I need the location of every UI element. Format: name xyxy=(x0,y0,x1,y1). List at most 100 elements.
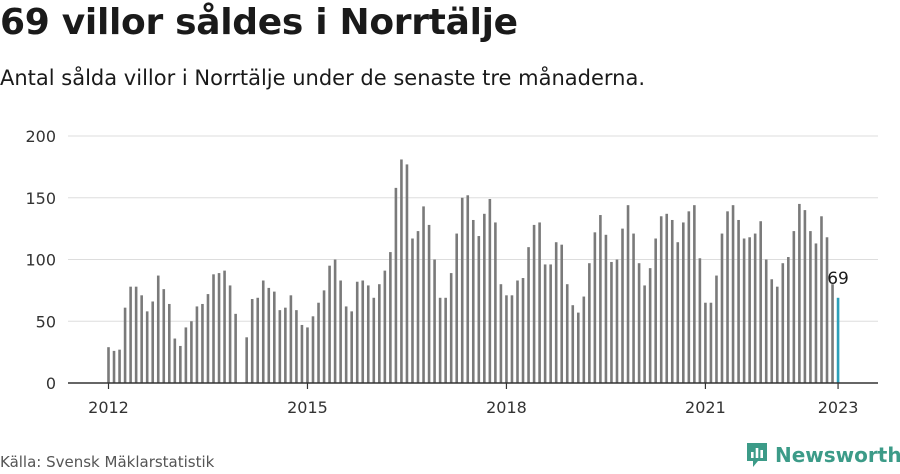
bar xyxy=(129,286,132,383)
data-label: 69 xyxy=(827,269,849,289)
bar xyxy=(405,164,409,383)
bar xyxy=(621,228,624,383)
bar xyxy=(527,247,530,383)
bar xyxy=(588,263,591,383)
bar xyxy=(156,275,160,383)
bar xyxy=(250,299,254,383)
brand-name: Newsworthy xyxy=(775,443,900,467)
bar xyxy=(654,238,657,383)
bar xyxy=(162,289,166,383)
bar xyxy=(389,252,392,383)
bar xyxy=(289,295,293,383)
bar xyxy=(494,222,497,383)
bar xyxy=(333,259,337,383)
bar xyxy=(521,278,525,383)
bar xyxy=(687,211,691,383)
bar xyxy=(610,261,613,383)
bar xyxy=(510,295,514,383)
bar xyxy=(709,302,713,383)
bar xyxy=(665,213,669,383)
bar xyxy=(682,222,685,383)
bar xyxy=(759,221,762,383)
bar xyxy=(737,219,740,383)
bar xyxy=(560,244,564,383)
bar xyxy=(477,236,481,383)
bar xyxy=(107,347,110,383)
x-tick-label: 2023 xyxy=(818,398,859,417)
bar xyxy=(565,284,569,383)
bar xyxy=(698,258,702,383)
bar xyxy=(538,222,541,383)
bar xyxy=(134,286,138,383)
page-subtitle: Antal sålda villor i Norrtälje under de … xyxy=(0,66,646,90)
bar xyxy=(659,216,663,383)
bar xyxy=(317,302,320,383)
bar xyxy=(798,203,801,383)
bar xyxy=(753,233,757,383)
bar xyxy=(803,210,807,383)
bar xyxy=(322,290,326,383)
bar xyxy=(217,273,221,383)
bar xyxy=(223,270,226,383)
bar xyxy=(366,285,370,383)
bar xyxy=(422,206,425,383)
bar xyxy=(532,224,536,383)
bar xyxy=(770,279,774,383)
bar xyxy=(576,312,580,383)
x-tick-label: 2021 xyxy=(685,398,726,417)
y-tick-label: 200 xyxy=(25,127,56,146)
bar xyxy=(505,295,508,383)
bar xyxy=(195,306,199,383)
bar xyxy=(394,187,398,383)
bar xyxy=(328,265,331,383)
bar xyxy=(554,242,558,383)
bar xyxy=(212,274,215,383)
bar xyxy=(825,237,829,383)
bar xyxy=(112,350,116,383)
bar xyxy=(444,297,447,383)
bar xyxy=(742,238,746,383)
bar xyxy=(775,286,779,383)
bar xyxy=(350,311,353,383)
x-tick-label: 2012 xyxy=(88,398,129,417)
newsworthy-brand[interactable]: Newsworthy xyxy=(745,441,900,469)
bar xyxy=(720,233,724,383)
bar xyxy=(814,243,818,383)
bar xyxy=(123,307,127,383)
y-tick-label: 0 xyxy=(46,374,56,393)
bar xyxy=(361,280,365,383)
bar xyxy=(704,302,707,383)
bar xyxy=(787,257,790,383)
bar xyxy=(295,310,298,383)
bar xyxy=(378,284,381,383)
bar xyxy=(184,327,188,383)
bar xyxy=(416,231,420,383)
bar xyxy=(438,297,442,383)
bar-chart: 0 50 100 150 200 2012 2015 2018 2021 2023 69 xyxy=(25,127,878,417)
bar xyxy=(245,337,248,383)
bar xyxy=(179,345,182,383)
x-tick-label: 2015 xyxy=(287,398,328,417)
bar xyxy=(306,327,309,383)
bar xyxy=(411,238,414,383)
bar xyxy=(499,284,503,383)
bar xyxy=(167,303,171,383)
bar xyxy=(256,297,260,383)
bar xyxy=(670,219,674,383)
bar xyxy=(676,242,680,383)
bar xyxy=(261,280,265,383)
bar xyxy=(344,306,348,383)
page-title: 69 villor såldes i Norrtälje xyxy=(0,2,518,43)
bar xyxy=(731,205,735,383)
bar xyxy=(632,233,635,383)
bar xyxy=(311,316,315,383)
bar xyxy=(383,270,387,383)
bar xyxy=(278,310,282,383)
bar xyxy=(118,349,121,383)
bar xyxy=(626,205,630,383)
bar xyxy=(543,264,547,383)
bar xyxy=(201,303,204,383)
bar xyxy=(372,297,376,383)
bar xyxy=(234,313,237,383)
bar xyxy=(571,305,575,383)
